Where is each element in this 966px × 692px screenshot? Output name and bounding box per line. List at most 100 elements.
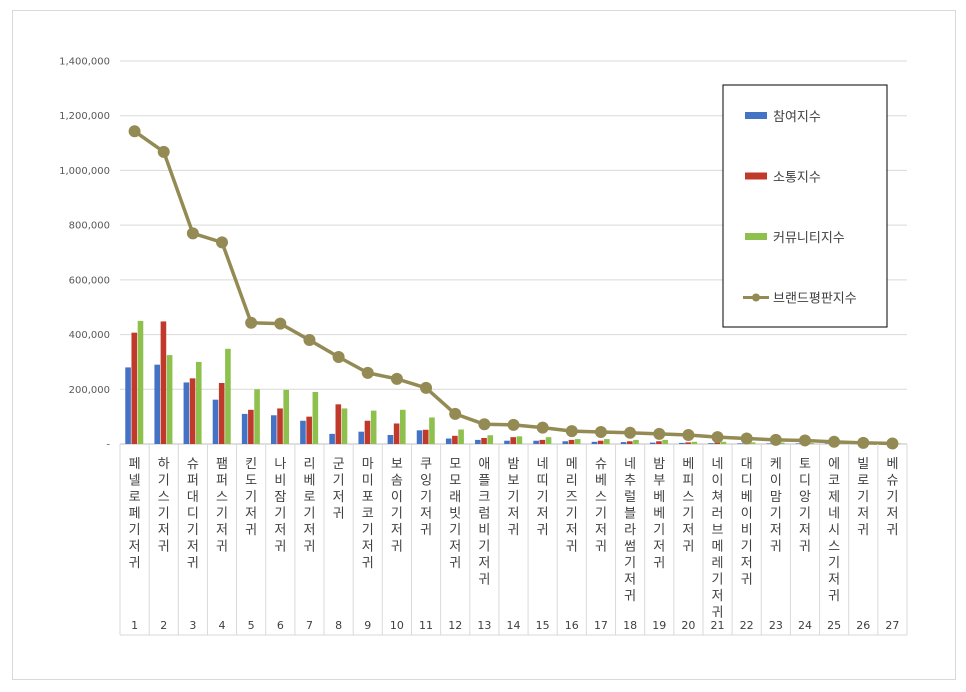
rank-label: 14	[507, 619, 521, 632]
legend-label: 참여지수	[773, 110, 821, 125]
category-label-char: 저	[799, 523, 811, 538]
category-label-char: 빗	[449, 507, 461, 522]
bar	[218, 382, 225, 444]
category-label-char: 기	[537, 490, 549, 505]
legend-box	[722, 84, 888, 328]
category-label-char: 귀	[508, 523, 520, 538]
rank-label: 11	[419, 619, 433, 632]
category-label-char: 기	[158, 507, 170, 522]
bar	[626, 441, 633, 444]
rank-label: 10	[390, 619, 404, 632]
rank-label: 12	[448, 619, 462, 632]
category-label-char: 귀	[245, 523, 257, 538]
brand-index-point	[303, 334, 316, 347]
category-label-char: 기	[303, 507, 315, 522]
bar	[510, 437, 516, 444]
bar	[422, 429, 429, 444]
bar	[329, 433, 335, 444]
category-label-char: 기	[449, 523, 461, 538]
category-label-char: 크	[478, 490, 490, 505]
category-label-char: 저	[595, 523, 607, 538]
bar	[649, 442, 656, 444]
category-label-char: 귀	[741, 573, 753, 588]
category-label-char: 귀	[537, 523, 549, 538]
brand-index-point	[216, 236, 229, 249]
category-label-char: 대	[741, 457, 753, 472]
category-label-char: 디	[187, 507, 199, 522]
category-label-char: 베	[653, 507, 665, 522]
category-label-char: 귀	[566, 540, 578, 555]
category-label-char: 저	[245, 507, 257, 522]
bar	[685, 442, 691, 444]
rank-label: 15	[536, 619, 550, 632]
category-label-char: 스	[828, 540, 840, 555]
legend-marker	[752, 293, 760, 302]
bar	[212, 399, 219, 444]
category-label-char: 기	[478, 540, 490, 555]
category-label-char: 로	[857, 474, 869, 489]
bar	[604, 439, 610, 444]
bar	[504, 440, 510, 444]
bar	[662, 439, 668, 444]
category-label-char: 저	[741, 556, 753, 571]
y-tick-label: -	[106, 440, 110, 451]
category-label-char: 스	[216, 490, 228, 505]
category-label-char: 귀	[333, 507, 345, 522]
bar	[183, 382, 190, 444]
category-label-char: 저	[508, 507, 520, 522]
category-label-char: 저	[653, 540, 665, 555]
category-label-char: 귀	[624, 589, 636, 604]
y-tick-label: 200,000	[69, 385, 110, 396]
category-label-char: 메	[566, 457, 578, 472]
bar	[225, 348, 231, 444]
bar	[487, 435, 494, 444]
y-tick-label: 400,000	[69, 330, 110, 341]
category-label-char: 비	[274, 474, 286, 489]
bar	[633, 439, 639, 444]
bar	[277, 408, 283, 444]
category-label-char: 기	[653, 523, 665, 538]
category-label-char: 기	[362, 523, 374, 538]
category-label-char: 저	[216, 523, 228, 538]
legend-label: 소통지수	[773, 171, 821, 186]
bar	[808, 442, 814, 444]
brand-index-point	[274, 317, 287, 330]
category-label-char: 네	[712, 457, 724, 472]
category-label-char: 도	[245, 474, 257, 489]
category-label-char: 슈	[886, 474, 898, 489]
category-label-char: 기	[712, 573, 724, 588]
legend-swatch	[745, 112, 767, 119]
category-label-char: 라	[624, 523, 636, 538]
bar	[766, 443, 773, 444]
category-label-char: 미	[362, 474, 374, 489]
bar	[387, 434, 394, 444]
rank-label: 16	[565, 619, 579, 632]
category-label-char: 귀	[799, 540, 811, 555]
category-label-char: 저	[857, 507, 869, 522]
brand-index-point	[245, 316, 258, 329]
category-label-char: 메	[712, 540, 724, 555]
category-label-char: 저	[158, 523, 170, 538]
category-label-char: 저	[187, 540, 199, 555]
category-label-char: 저	[712, 589, 724, 604]
bar	[475, 439, 481, 444]
brand-index-point	[828, 435, 841, 448]
bar	[393, 423, 400, 444]
category-label-char: 코	[362, 507, 374, 522]
category-label-char: 제	[828, 490, 840, 505]
bar	[452, 435, 458, 444]
rank-label: 27	[885, 619, 899, 632]
category-label-char: 귀	[712, 606, 724, 621]
category-label-char: 귀	[682, 540, 694, 555]
legend-label: 커뮤니티지수	[773, 231, 845, 246]
bar	[131, 332, 138, 444]
bar	[254, 389, 260, 444]
category-label-char: 넬	[129, 474, 141, 489]
brand-reputation-chart: - 200,000 400,000 600,000 800,000 1,000,000 1,…	[59, 57, 908, 636]
category-label-char: 애	[478, 457, 490, 472]
category-label-char: 베	[595, 474, 607, 489]
brand-index-point	[186, 227, 199, 240]
category-label-char: 보	[391, 457, 403, 472]
category-label-char: 밤	[508, 457, 520, 472]
brand-index-point	[798, 434, 811, 447]
